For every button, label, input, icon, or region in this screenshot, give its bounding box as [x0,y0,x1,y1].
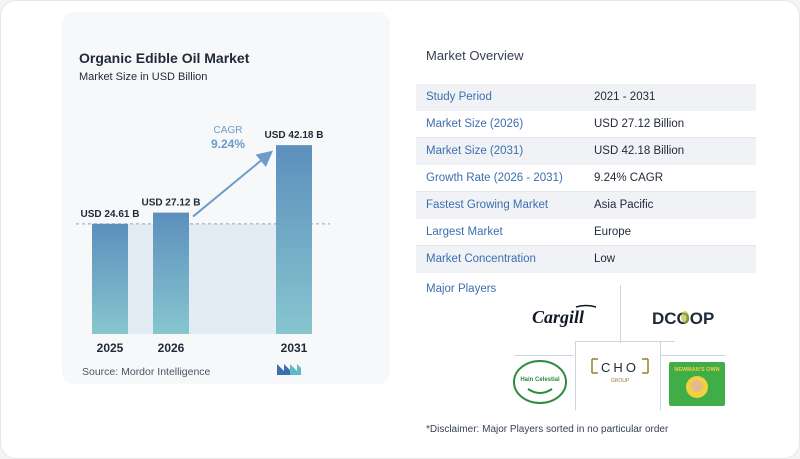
cargill-logo: Cargill [532,304,597,327]
overview-row-label: Growth Rate (2026 - 2031) [426,172,563,184]
newmans-own-logo-text: NEWMAN'S OWN [674,367,719,373]
overview-row-value: 9.24% CAGR [594,172,664,184]
overview-row: Study Period 2021 - 2031 [416,84,756,111]
bar-value-label: USD 27.12 B [142,198,201,209]
overview-row-value: 2021 - 2031 [594,91,656,103]
overview-row-value: Low [594,253,616,265]
overview-row-label: Market Concentration [426,253,536,265]
x-tick-label: 2031 [281,341,308,355]
overview-row: Largest Market Europe [416,219,756,246]
reference-band [92,223,312,334]
overview-row-label: Largest Market [426,226,503,238]
overview-row-label: Market Size (2031) [426,145,524,157]
chart-subtitle: Market Size in USD Billion [79,71,208,83]
overview-row: Fastest Growing Market Asia Pacific [416,192,756,219]
x-tick-label: 2026 [158,341,185,355]
cagr-arrow [192,150,274,218]
bar-chart: USD 24.61 B 2025 USD 27.12 B 2026 USD 42.18 … [76,125,330,355]
bar-2026 [153,212,189,334]
bar-value-label: USD 42.18 B [265,130,324,141]
players-logo-grid: Cargill DCOOP Hain Celestial CHO GROUP N… [500,285,750,410]
cargill-logo-text: Cargill [532,307,584,327]
overview-row: Market Size (2026) USD 27.12 Billion [416,111,756,138]
overview-row: Market Size (2031) USD 42.18 Billion [416,138,756,165]
chart-title: Organic Edible Oil Market [79,50,250,66]
cho-group-text: GROUP [611,378,630,384]
bar-2031 [276,145,312,334]
cagr-label: CAGR [214,125,243,136]
cagr-value: 9.24% [211,137,245,151]
overview-row-label: Fastest Growing Market [426,199,549,211]
hain-celestial-logo: Hain Celestial [513,360,567,404]
disclaimer-text: *Disclaimer: Major Players sorted in no … [426,424,669,435]
cho-group-logo: CHO GROUP [591,358,649,384]
newmans-own-logo: NEWMAN'S OWN [669,362,725,406]
source-text: Source: Mordor Intelligence [82,366,211,378]
overview-row-value: Asia Pacific [594,199,654,211]
overview-row-label: Study Period [426,91,492,103]
major-players-title: Major Players [426,283,497,295]
mordor-intelligence-logo-icon [277,364,301,375]
x-tick-label: 2025 [97,341,124,355]
overview-row-value: USD 42.18 Billion [594,145,685,157]
hain-celestial-logo-text: Hain Celestial [520,377,560,383]
overview-row-label: Market Size (2026) [426,118,524,130]
bar-value-label: USD 24.61 B [81,209,140,220]
dcoop-logo: DCOOP [652,309,714,328]
overview-row-value: Europe [594,226,632,238]
cho-logo-text: CHO [601,360,639,375]
overview-title: Market Overview [426,48,524,63]
overview-row-value: USD 27.12 Billion [594,118,685,130]
overview-row: Growth Rate (2026 - 2031) 9.24% CAGR [416,165,756,192]
bar-2025 [92,223,128,334]
overview-row: Market Concentration Low [416,246,756,273]
